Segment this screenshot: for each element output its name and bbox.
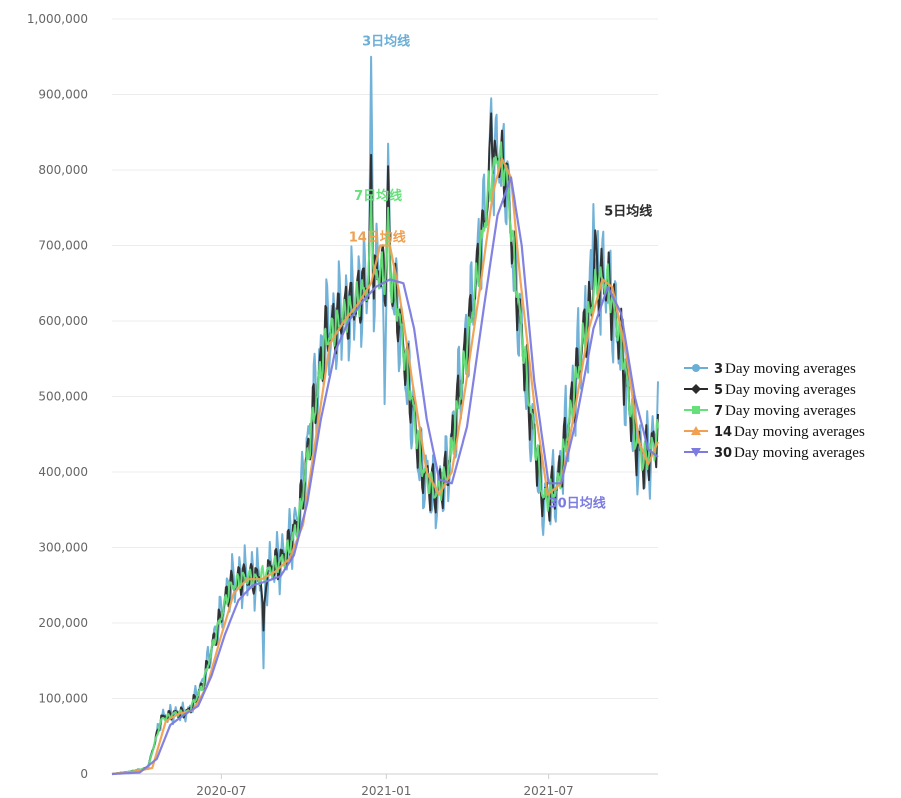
legend-item-5-day[interactable]: 5 Day moving averages bbox=[684, 382, 856, 398]
x-tick-label: 2021-07 bbox=[524, 784, 574, 798]
y-tick-label: 600,000 bbox=[38, 314, 88, 328]
legend-marker-diamond bbox=[691, 384, 701, 394]
legend-number: 7 bbox=[714, 404, 723, 419]
series-line-14-day bbox=[111, 157, 660, 776]
legend-item-14-day[interactable]: 14 Day moving averages bbox=[684, 424, 865, 440]
series-annotations: 3日均线 5日均线 7日均线 14日均线 30日均线 bbox=[349, 33, 653, 511]
series-line-7-day bbox=[111, 141, 659, 775]
legend-marker-square bbox=[692, 406, 700, 414]
legend-item-7-day[interactable]: 7 Day moving averages bbox=[684, 403, 856, 419]
legend-marker-triangle-up bbox=[691, 426, 701, 435]
legend-label: Day moving averages bbox=[725, 382, 856, 398]
legend-marker-triangle-down bbox=[691, 448, 701, 457]
series-lines bbox=[111, 55, 660, 776]
annotation-label: 14日均线 bbox=[349, 230, 406, 246]
annotation-label: 5日均线 bbox=[604, 203, 652, 219]
y-tick-label: 500,000 bbox=[38, 390, 88, 404]
y-tick-label: 200,000 bbox=[38, 616, 88, 630]
y-tick-label: 900,000 bbox=[38, 88, 88, 102]
legend-label: Day moving averages bbox=[734, 445, 865, 461]
y-tick-label: 800,000 bbox=[38, 163, 88, 177]
legend-number: 30 bbox=[714, 446, 732, 461]
legend-number: 5 bbox=[714, 383, 723, 398]
x-axis: 2020-07 2021-01 2021-07 bbox=[196, 774, 574, 798]
y-tick-label: 100,000 bbox=[38, 692, 88, 706]
legend-item-30-day[interactable]: 30 Day moving averages bbox=[684, 445, 865, 461]
legend-number: 14 bbox=[714, 425, 732, 440]
legend-marker-circle bbox=[692, 364, 700, 372]
y-tick-label: 0 bbox=[80, 767, 88, 781]
y-tick-label: 400,000 bbox=[38, 465, 88, 479]
x-tick-label: 2021-01 bbox=[361, 784, 411, 798]
annotation-label: 3日均线 bbox=[362, 33, 410, 49]
legend-label: Day moving averages bbox=[734, 424, 865, 440]
y-axis: 0 100,000 200,000 300,000 400,000 500,000 600,… bbox=[27, 12, 88, 781]
y-tick-label: 1,000,000 bbox=[27, 12, 88, 26]
y-tick-label: 700,000 bbox=[38, 239, 88, 253]
series-line-5-day bbox=[111, 112, 659, 775]
legend-number: 3 bbox=[714, 362, 723, 377]
series-line-30-day bbox=[111, 176, 659, 776]
annotation-label: 7日均线 bbox=[354, 188, 402, 204]
annotation-label: 30日均线 bbox=[549, 495, 606, 511]
x-tick-label: 2020-07 bbox=[196, 784, 246, 798]
y-tick-label: 300,000 bbox=[38, 541, 88, 555]
legend-item-3-day[interactable]: 3 Day moving averages bbox=[684, 361, 856, 377]
legend-label: Day moving averages bbox=[725, 403, 856, 419]
legend-label: Day moving averages bbox=[725, 361, 856, 377]
